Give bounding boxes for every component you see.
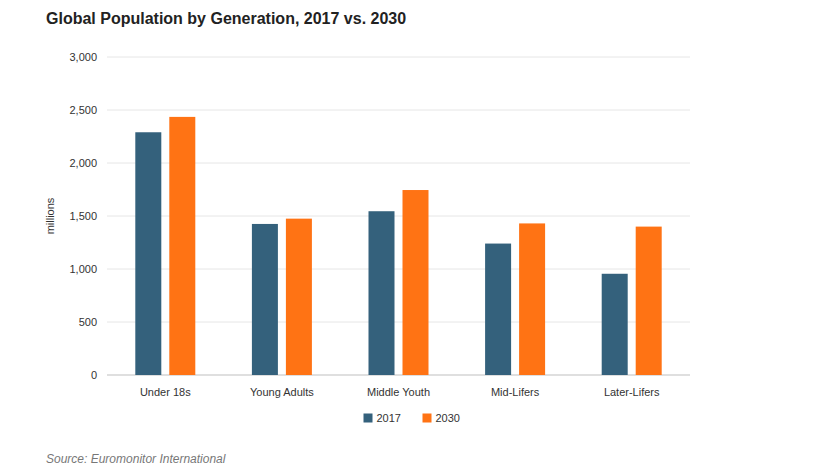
bar bbox=[369, 211, 395, 375]
bar bbox=[169, 117, 195, 375]
legend-swatch bbox=[423, 414, 432, 423]
bar bbox=[135, 132, 161, 375]
bar bbox=[636, 227, 662, 375]
y-axis-label: millions bbox=[44, 197, 56, 234]
y-tick-label: 500 bbox=[79, 316, 97, 328]
x-tick-label: Mid-Lifers bbox=[491, 386, 540, 398]
source-note: Source: Euromonitor International bbox=[46, 452, 226, 466]
y-tick-label: 2,000 bbox=[69, 157, 97, 169]
y-tick-label: 2,500 bbox=[69, 104, 97, 116]
title: Global Population by Generation, 2017 vs… bbox=[46, 10, 406, 27]
x-tick-label: Middle Youth bbox=[367, 386, 430, 398]
bar bbox=[403, 190, 429, 375]
y-tick-label: 1,000 bbox=[69, 263, 97, 275]
legend-swatch bbox=[364, 414, 373, 423]
x-tick-label: Later-Lifers bbox=[604, 386, 660, 398]
bars bbox=[135, 117, 661, 375]
y-tick-label: 1,500 bbox=[69, 210, 97, 222]
bar bbox=[286, 219, 312, 375]
bar bbox=[485, 244, 511, 375]
legend: 2017 2030 bbox=[364, 412, 460, 424]
x-tick-label: Under 18s bbox=[140, 386, 191, 398]
grid bbox=[107, 57, 690, 375]
bar bbox=[519, 223, 545, 375]
x-tick-label: Young Adults bbox=[250, 386, 314, 398]
legend-label: 2030 bbox=[436, 412, 460, 424]
chart-svg: Global Population by Generation, 2017 vs… bbox=[0, 0, 831, 475]
chart-container: Global Population by Generation, 2017 vs… bbox=[0, 0, 831, 475]
y-tick-label: 3,000 bbox=[69, 51, 97, 63]
bar bbox=[252, 224, 278, 375]
grid-line bbox=[107, 57, 690, 58]
bar bbox=[602, 274, 628, 375]
grid-line bbox=[107, 110, 690, 111]
legend-label: 2017 bbox=[377, 412, 401, 424]
y-tick-label: 0 bbox=[91, 369, 97, 381]
